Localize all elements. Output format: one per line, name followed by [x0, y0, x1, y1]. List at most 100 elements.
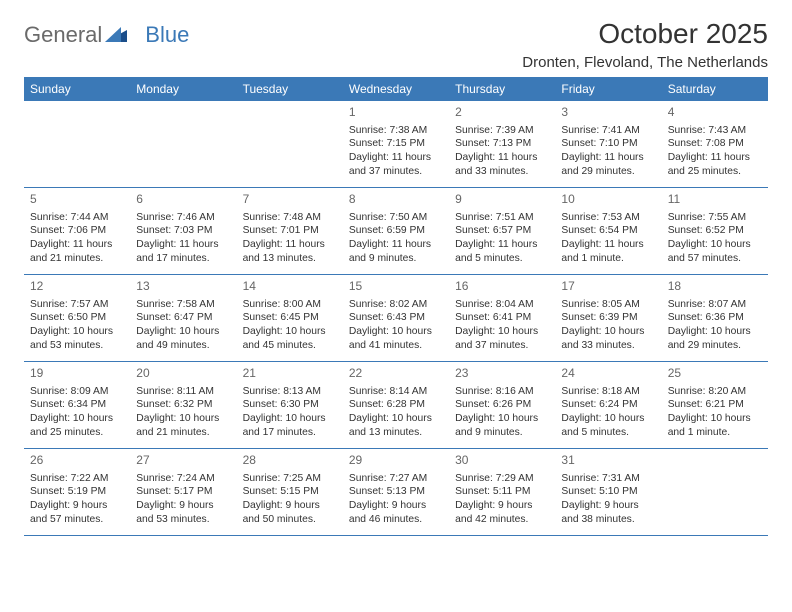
- daylight-text: Daylight: 10 hours and 49 minutes.: [136, 325, 230, 352]
- day-cell: 9Sunrise: 7:51 AMSunset: 6:57 PMDaylight…: [449, 188, 555, 274]
- sunset-text: Sunset: 6:47 PM: [136, 311, 230, 325]
- dow-header: Saturday: [662, 77, 768, 101]
- day-number: 9: [455, 192, 549, 208]
- day-number: 13: [136, 279, 230, 295]
- logo-text-general: General: [24, 22, 102, 48]
- sunrise-text: Sunrise: 7:24 AM: [136, 472, 230, 486]
- day-number: 16: [455, 279, 549, 295]
- sunrise-text: Sunrise: 7:51 AM: [455, 211, 549, 225]
- day-number: 28: [243, 453, 337, 469]
- day-cell: 7Sunrise: 7:48 AMSunset: 7:01 PMDaylight…: [237, 188, 343, 274]
- sunset-text: Sunset: 5:11 PM: [455, 485, 549, 499]
- sunrise-text: Sunrise: 8:11 AM: [136, 385, 230, 399]
- day-cell: 16Sunrise: 8:04 AMSunset: 6:41 PMDayligh…: [449, 275, 555, 361]
- daylight-text: Daylight: 10 hours and 37 minutes.: [455, 325, 549, 352]
- sunset-text: Sunset: 6:57 PM: [455, 224, 549, 238]
- sunset-text: Sunset: 6:45 PM: [243, 311, 337, 325]
- daylight-text: Daylight: 9 hours and 53 minutes.: [136, 499, 230, 526]
- week-row: 1Sunrise: 7:38 AMSunset: 7:15 PMDaylight…: [24, 101, 768, 188]
- daylight-text: Daylight: 10 hours and 45 minutes.: [243, 325, 337, 352]
- dow-row: SundayMondayTuesdayWednesdayThursdayFrid…: [24, 77, 768, 101]
- day-cell: 4Sunrise: 7:43 AMSunset: 7:08 PMDaylight…: [662, 101, 768, 187]
- sunset-text: Sunset: 6:28 PM: [349, 398, 443, 412]
- sunset-text: Sunset: 6:34 PM: [30, 398, 124, 412]
- sunset-text: Sunset: 7:10 PM: [561, 137, 655, 151]
- daylight-text: Daylight: 10 hours and 33 minutes.: [561, 325, 655, 352]
- month-title: October 2025: [522, 18, 768, 50]
- day-number: 6: [136, 192, 230, 208]
- day-number: 22: [349, 366, 443, 382]
- sunrise-text: Sunrise: 8:05 AM: [561, 298, 655, 312]
- daylight-text: Daylight: 10 hours and 53 minutes.: [30, 325, 124, 352]
- day-number: 14: [243, 279, 337, 295]
- sunset-text: Sunset: 7:01 PM: [243, 224, 337, 238]
- day-number: 1: [349, 105, 443, 121]
- dow-header: Friday: [555, 77, 661, 101]
- sunrise-text: Sunrise: 8:04 AM: [455, 298, 549, 312]
- sunset-text: Sunset: 6:24 PM: [561, 398, 655, 412]
- day-cell: 10Sunrise: 7:53 AMSunset: 6:54 PMDayligh…: [555, 188, 661, 274]
- day-cell: [130, 101, 236, 187]
- daylight-text: Daylight: 10 hours and 41 minutes.: [349, 325, 443, 352]
- week-row: 5Sunrise: 7:44 AMSunset: 7:06 PMDaylight…: [24, 188, 768, 275]
- sunset-text: Sunset: 7:06 PM: [30, 224, 124, 238]
- day-cell: 12 Sunrise: 7:57 AMSunset: 6:50 PMDayligh…: [24, 275, 130, 361]
- sunset-text: Sunset: 5:10 PM: [561, 485, 655, 499]
- daylight-text: Daylight: 11 hours and 13 minutes.: [243, 238, 337, 265]
- day-cell: 31Sunrise: 7:31 AMSunset: 5:10 PMDayligh…: [555, 449, 661, 535]
- dow-header: Tuesday: [237, 77, 343, 101]
- sunrise-text: Sunrise: 8:13 AM: [243, 385, 337, 399]
- daylight-text: Daylight: 11 hours and 25 minutes.: [668, 151, 762, 178]
- day-cell: 15Sunrise: 8:02 AMSunset: 6:43 PMDayligh…: [343, 275, 449, 361]
- sunrise-text: Sunrise: 7:55 AM: [668, 211, 762, 225]
- daylight-text: Daylight: 10 hours and 25 minutes.: [30, 412, 124, 439]
- sunrise-text: Sunrise: 8:09 AM: [30, 385, 124, 399]
- daylight-text: Daylight: 10 hours and 5 minutes.: [561, 412, 655, 439]
- day-number: 30: [455, 453, 549, 469]
- calendar: SundayMondayTuesdayWednesdayThursdayFrid…: [24, 77, 768, 536]
- sunrise-text: Sunrise: 7:50 AM: [349, 211, 443, 225]
- day-cell: 30Sunrise: 7:29 AMSunset: 5:11 PMDayligh…: [449, 449, 555, 535]
- day-number: 12: [30, 279, 124, 295]
- logo-mark-icon: [105, 27, 127, 43]
- day-number: 8: [349, 192, 443, 208]
- sunset-text: Sunset: 6:43 PM: [349, 311, 443, 325]
- day-cell: 6Sunrise: 7:46 AMSunset: 7:03 PMDaylight…: [130, 188, 236, 274]
- weeks: 1Sunrise: 7:38 AMSunset: 7:15 PMDaylight…: [24, 101, 768, 536]
- day-cell: 20Sunrise: 8:11 AMSunset: 6:32 PMDayligh…: [130, 362, 236, 448]
- daylight-text: Daylight: 11 hours and 9 minutes.: [349, 238, 443, 265]
- dow-header: Thursday: [449, 77, 555, 101]
- location: Dronten, Flevoland, The Netherlands: [522, 54, 768, 71]
- sunrise-text: Sunrise: 7:44 AM: [30, 211, 124, 225]
- sunset-text: Sunset: 7:03 PM: [136, 224, 230, 238]
- day-cell: 17Sunrise: 8:05 AMSunset: 6:39 PMDayligh…: [555, 275, 661, 361]
- sunset-text: Sunset: 6:21 PM: [668, 398, 762, 412]
- week-row: 26Sunrise: 7:22 AMSunset: 5:19 PMDayligh…: [24, 449, 768, 536]
- day-number: 21: [243, 366, 337, 382]
- daylight-text: Daylight: 9 hours and 57 minutes.: [30, 499, 124, 526]
- daylight-text: Daylight: 10 hours and 1 minute.: [668, 412, 762, 439]
- sunset-text: Sunset: 6:36 PM: [668, 311, 762, 325]
- sunrise-text: Sunrise: 8:20 AM: [668, 385, 762, 399]
- sunset-text: Sunset: 6:32 PM: [136, 398, 230, 412]
- day-number: 17: [561, 279, 655, 295]
- day-cell: 22Sunrise: 8:14 AMSunset: 6:28 PMDayligh…: [343, 362, 449, 448]
- day-cell: 18Sunrise: 8:07 AMSunset: 6:36 PMDayligh…: [662, 275, 768, 361]
- daylight-text: Daylight: 10 hours and 21 minutes.: [136, 412, 230, 439]
- day-number: 26: [30, 453, 124, 469]
- daylight-text: Daylight: 9 hours and 50 minutes.: [243, 499, 337, 526]
- sunrise-text: Sunrise: 7:48 AM: [243, 211, 337, 225]
- sunrise-text: Sunrise: 7:31 AM: [561, 472, 655, 486]
- day-cell: 8Sunrise: 7:50 AMSunset: 6:59 PMDaylight…: [343, 188, 449, 274]
- day-number: 15: [349, 279, 443, 295]
- sunrise-text: Sunrise: 7:41 AM: [561, 124, 655, 138]
- day-cell: 19Sunrise: 8:09 AMSunset: 6:34 PMDayligh…: [24, 362, 130, 448]
- day-number: 31: [561, 453, 655, 469]
- sunrise-text: Sunrise: 7:27 AM: [349, 472, 443, 486]
- dow-header: Wednesday: [343, 77, 449, 101]
- sunrise-text: Sunrise: 7:22 AM: [30, 472, 124, 486]
- sunset-text: Sunset: 7:15 PM: [349, 137, 443, 151]
- sunset-text: Sunset: 6:54 PM: [561, 224, 655, 238]
- sunrise-text: Sunrise: 7:57 AM: [30, 298, 124, 312]
- sunset-text: Sunset: 6:50 PM: [30, 311, 124, 325]
